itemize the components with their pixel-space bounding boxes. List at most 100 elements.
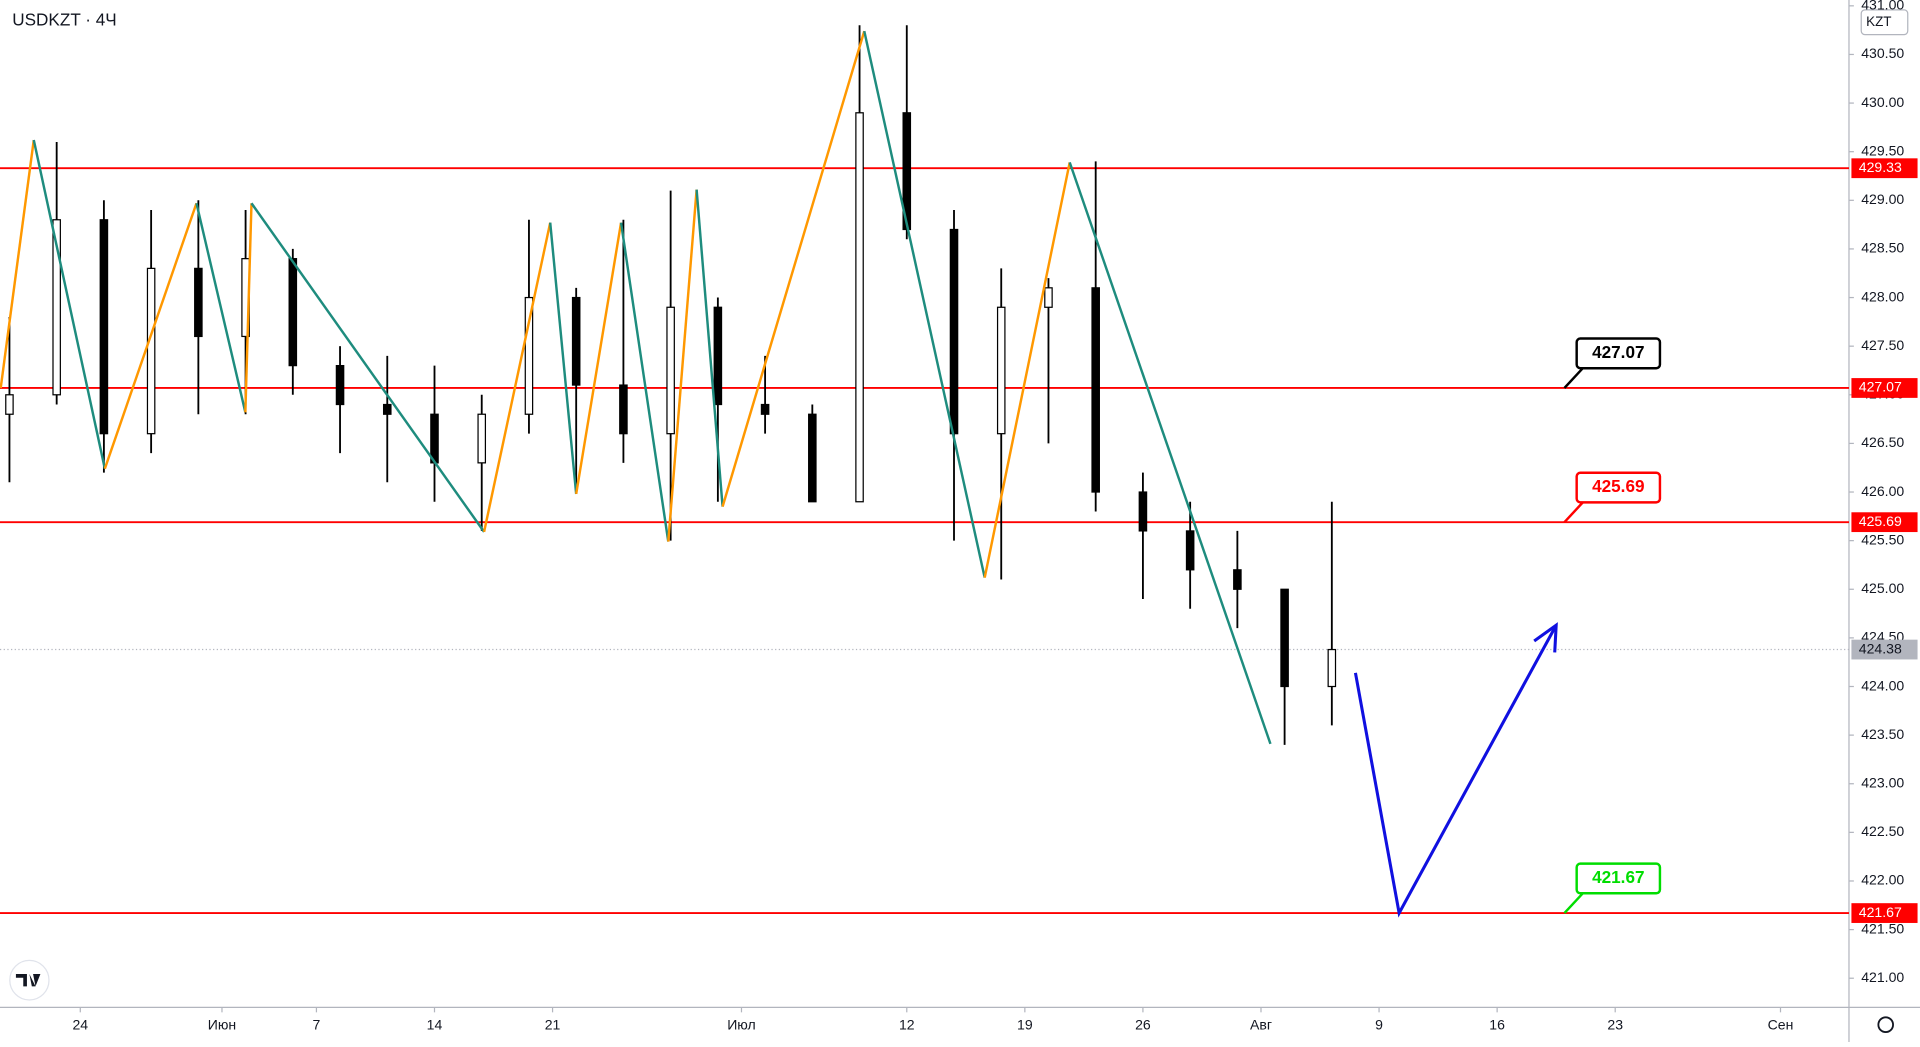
x-tick-label: 19 (1017, 1017, 1033, 1033)
y-tick-label: 423.50 (1861, 726, 1904, 742)
candle-body (666, 306, 675, 435)
candle-body (5, 394, 14, 415)
x-tick-label: 26 (1135, 1017, 1151, 1033)
candle-body (288, 258, 298, 367)
candle-body (1185, 530, 1195, 571)
candle-body (760, 403, 770, 415)
x-tick-label: 12 (899, 1017, 915, 1033)
candle-body (524, 296, 534, 415)
level-price-box (1851, 903, 1918, 923)
candle-body (949, 228, 959, 435)
last-price-box (1851, 639, 1918, 660)
candle-body (1091, 287, 1100, 493)
level-price-label: 421.67 (1859, 904, 1902, 920)
candle-body (335, 364, 345, 406)
level-price-box (1851, 512, 1918, 533)
x-tick-label: 23 (1607, 1017, 1623, 1033)
candle-body (52, 219, 61, 396)
y-tick-label: 421.50 (1861, 920, 1904, 936)
currency[interactable]: KZT (1866, 14, 1891, 29)
level-price-label: 427.07 (1859, 379, 1902, 395)
candle-body (1233, 569, 1242, 590)
zigzag-segment (482, 222, 552, 533)
callout: 427.07 (1563, 337, 1662, 389)
callout: 425.69 (1563, 471, 1662, 524)
candle-body (619, 384, 628, 435)
forecast-path (1353, 624, 1558, 918)
currency-button[interactable] (1860, 9, 1909, 36)
zigzag-segment (1068, 161, 1272, 745)
zigzag-segment (863, 30, 986, 578)
y-tick-label: 424.00 (1861, 677, 1904, 693)
x-tick-label: 21 (545, 1017, 561, 1033)
x-tick-label: 14 (427, 1017, 443, 1033)
zigzag-segment (32, 139, 107, 469)
y-tick-label: 421.00 (1861, 969, 1904, 985)
candle-body (430, 413, 439, 464)
zigzag-segment (721, 30, 866, 507)
y-tick-label: 422.50 (1861, 823, 1904, 839)
x-tick-label: 9 (1375, 1017, 1383, 1033)
candle-body (1280, 588, 1289, 688)
callout-pointer (1563, 367, 1584, 389)
level-price-box (1851, 378, 1918, 398)
x-tick-label: Июл (727, 1017, 756, 1033)
callout-label: 427.07 (1592, 342, 1644, 362)
settings-icon[interactable] (1877, 1016, 1894, 1034)
y-tick-label: 425.00 (1861, 580, 1904, 596)
y-tick-label: 429.50 (1861, 142, 1904, 158)
logo (9, 959, 50, 1001)
zigzag-segment (548, 222, 578, 495)
chart-title: USDKZT · 4Ч (12, 10, 116, 30)
callout-box (1575, 471, 1662, 504)
zigzag-segment (574, 222, 623, 495)
candle-body (808, 413, 817, 503)
candle-body (477, 413, 487, 464)
forecast-arrowhead (1533, 622, 1558, 653)
callout-box (1575, 337, 1662, 370)
callout: 421.67 (1563, 862, 1662, 914)
y-tick-label: 422.00 (1861, 872, 1904, 888)
y-tick-label: 425.50 (1861, 531, 1904, 547)
level-price-label: 425.69 (1859, 513, 1902, 529)
candle-body (382, 403, 392, 415)
candle-body (1138, 491, 1148, 532)
candle-body (713, 306, 723, 406)
y-tick-label: 426.00 (1861, 483, 1904, 499)
zigzag-segment (0, 139, 35, 389)
y-tick-label: 430.50 (1861, 45, 1904, 61)
x-tick-label: 7 (313, 1017, 321, 1033)
zigzag-segment (667, 189, 698, 542)
y-tick-label: 429.00 (1861, 191, 1904, 207)
callout-box (1575, 862, 1662, 895)
callout-pointer (1563, 501, 1584, 524)
y-tick-label: 428.00 (1861, 288, 1904, 304)
y-tick-label: 428.50 (1861, 240, 1904, 256)
x-tick-label: Сен (1768, 1017, 1794, 1033)
callout-label: 421.67 (1592, 867, 1644, 887)
x-tick-label: 24 (72, 1017, 88, 1033)
level-price-label: 429.33 (1859, 159, 1902, 175)
callout-label: 425.69 (1592, 476, 1644, 496)
zigzag-segment (983, 162, 1071, 578)
x-tick-label: Авг (1250, 1017, 1272, 1033)
y-tick-label: 426.50 (1861, 434, 1904, 450)
zigzag-segment (619, 222, 670, 542)
candle-body (855, 112, 864, 503)
candle-body (996, 306, 1006, 435)
zigzag-segment (103, 202, 198, 470)
x-tick-label: Июн (208, 1017, 236, 1033)
level-price-box (1851, 158, 1918, 179)
zigzag-segment (244, 203, 253, 413)
y-tick-label: 431.00 (1861, 0, 1904, 13)
zigzag-segment (195, 202, 247, 413)
y-tick-label: 427.50 (1861, 337, 1904, 353)
candle-body (1044, 287, 1053, 308)
candle-body (194, 267, 203, 338)
last-price-label: 424.38 (1859, 640, 1902, 656)
candle-body (99, 219, 109, 435)
y-tick-label: 423.00 (1861, 774, 1904, 790)
candle-body (1327, 648, 1337, 688)
candle-body (571, 296, 581, 386)
